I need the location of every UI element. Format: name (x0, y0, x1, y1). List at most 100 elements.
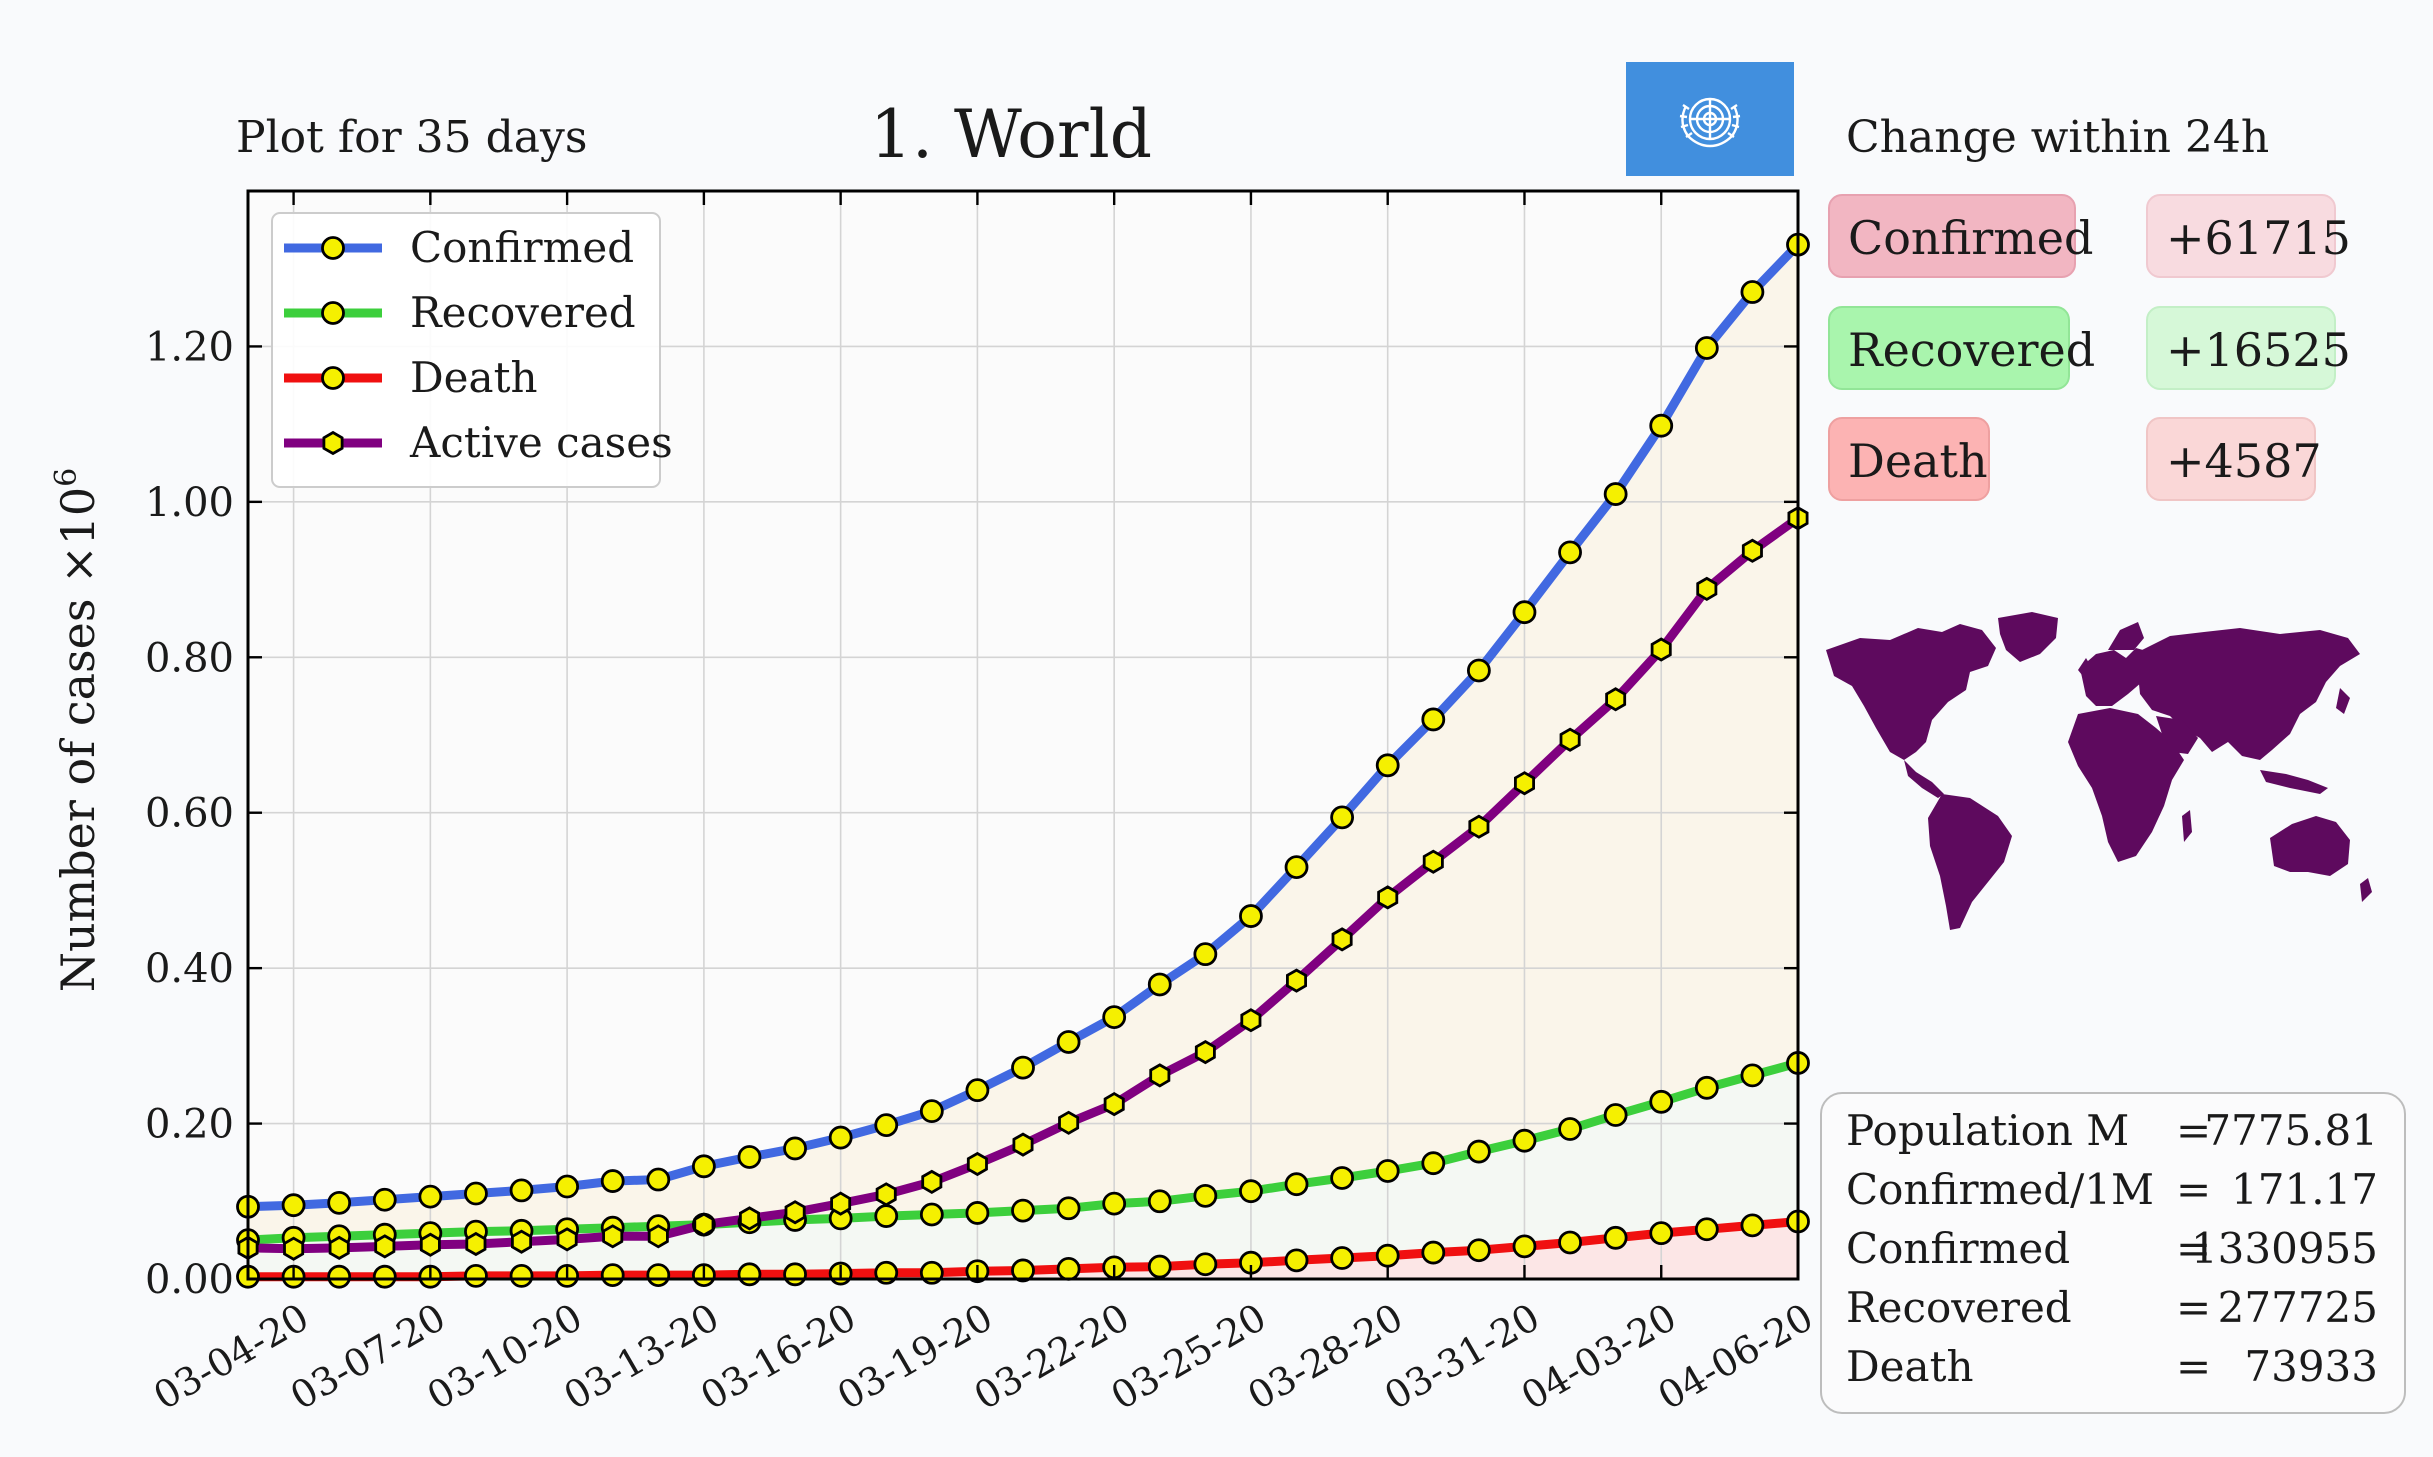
marker-active-cases (419, 1232, 441, 1257)
marker-active-cases (1194, 1039, 1216, 1065)
marker-confirmed (327, 1190, 352, 1215)
chart-title: 1. World (870, 96, 1152, 173)
marker-recovered (1558, 1117, 1582, 1141)
marker-active-cases (1149, 1063, 1171, 1088)
stat-label: Confirmed/1M (1846, 1165, 2155, 1214)
marker-death (1512, 1234, 1537, 1259)
marker-confirmed (1011, 1055, 1035, 1080)
stat-value: 277725 (2217, 1283, 2378, 1332)
marker-active-cases (921, 1169, 943, 1195)
marker-recovered (1239, 1179, 1263, 1204)
series-markers (236, 232, 1810, 1289)
y-tick-label: 0.00 (145, 1257, 234, 1303)
marker-death (1330, 1246, 1355, 1270)
recovered-change-value: +16525 (2146, 306, 2351, 390)
marker-active-cases (602, 1224, 624, 1249)
confirmed-change-value: +61715 (2146, 194, 2351, 278)
marker-death (1740, 1213, 1765, 1238)
marker-active-cases (1696, 576, 1718, 602)
legend-marker-recovered (321, 301, 345, 325)
stat-label: Population M (1846, 1106, 2130, 1155)
marker-active-cases (1240, 1008, 1262, 1033)
world-map (1820, 610, 2380, 954)
un-flag (1626, 62, 1794, 176)
days-caption: Plot for 35 days (236, 112, 588, 163)
marker-confirmed (965, 1078, 990, 1103)
marker-death (464, 1263, 488, 1288)
stat-row-confirmed: Confirmed = 1330955 (1846, 1224, 2378, 1282)
marker-confirmed (1239, 904, 1263, 928)
marker-active-cases (1103, 1091, 1125, 1117)
y-axis-label: Number of cases ×106 (49, 468, 105, 993)
stat-equals: = (2176, 1106, 2212, 1155)
stat-row-recovered: Recovered = 277725 (1846, 1283, 2378, 1341)
x-tick-label: 03-13-20 (557, 1295, 727, 1418)
marker-recovered (1011, 1198, 1035, 1223)
marker-active-cases (1286, 968, 1307, 993)
un-emblem-icon (1679, 97, 1741, 148)
marker-death (783, 1262, 807, 1287)
area-fill-2 (248, 1221, 1798, 1279)
x-tick-label: 03-10-20 (420, 1295, 590, 1418)
marker-confirmed (919, 1099, 944, 1124)
y-tick-label: 0.20 (145, 1102, 234, 1148)
marker-active-cases (283, 1236, 305, 1261)
marker-confirmed (828, 1125, 853, 1150)
death-change-label: Death (1828, 417, 1990, 501)
marker-recovered (1147, 1189, 1172, 1214)
marker-active-cases (830, 1191, 852, 1216)
marker-confirmed (1284, 855, 1309, 880)
stat-row-confirmed-per-million: Confirmed/1M = 171.17 (1846, 1165, 2378, 1223)
marker-active-cases (966, 1151, 988, 1177)
marker-active-cases (1377, 885, 1399, 910)
marker-active-cases (328, 1235, 350, 1261)
stat-row-death: Death = 73933 (1846, 1342, 2378, 1400)
legend-label-death: Death (410, 353, 538, 402)
marker-recovered (1512, 1128, 1537, 1153)
marker-recovered (1466, 1139, 1491, 1164)
marker-active-cases (875, 1182, 897, 1207)
marker-recovered (965, 1201, 990, 1225)
marker-death (372, 1264, 397, 1289)
marker-active-cases (1422, 849, 1444, 874)
marker-confirmed (691, 1154, 716, 1179)
marker-recovered (1193, 1183, 1218, 1208)
marker-recovered (874, 1204, 899, 1228)
legend-marker-confirmed (321, 236, 345, 260)
marker-confirmed (1649, 413, 1674, 438)
legend: Confirmed Recovered Death Active cases (271, 212, 673, 488)
y-tick-label: 0.80 (145, 635, 234, 681)
marker-confirmed (1694, 336, 1719, 360)
marker-death (1375, 1243, 1400, 1268)
marker-recovered (1421, 1151, 1446, 1176)
marker-confirmed (1147, 972, 1172, 997)
marker-death (1193, 1252, 1218, 1277)
stat-value: 73933 (2244, 1342, 2378, 1391)
marker-death (1011, 1258, 1035, 1283)
marker-active-cases (1514, 771, 1535, 796)
marker-active-cases (1650, 637, 1672, 662)
marker-recovered (1102, 1191, 1127, 1216)
marker-active-cases (556, 1227, 578, 1252)
marker-recovered (1375, 1159, 1400, 1183)
marker-death (327, 1264, 352, 1289)
death-change-value: +4587 (2146, 417, 2322, 501)
marker-confirmed (555, 1174, 580, 1199)
x-tick-label: 03-31-20 (1377, 1295, 1547, 1418)
marker-death (1558, 1230, 1582, 1255)
marker-active-cases (1559, 727, 1581, 752)
x-tick-label: 03-04-20 (146, 1295, 316, 1418)
x-tick-label: 03-07-20 (283, 1295, 453, 1418)
stat-equals: = (2176, 1165, 2212, 1214)
marker-confirmed (1102, 1005, 1127, 1030)
marker-confirmed (1375, 753, 1400, 778)
legend-marker-death (321, 366, 345, 390)
marker-confirmed (464, 1181, 488, 1206)
marker-active-cases (374, 1234, 396, 1259)
marker-recovered (1603, 1103, 1628, 1127)
plot-frame (246, 189, 1800, 1281)
marker-death (1056, 1256, 1081, 1281)
marker-confirmed (372, 1187, 397, 1212)
marker-recovered (1056, 1196, 1081, 1221)
